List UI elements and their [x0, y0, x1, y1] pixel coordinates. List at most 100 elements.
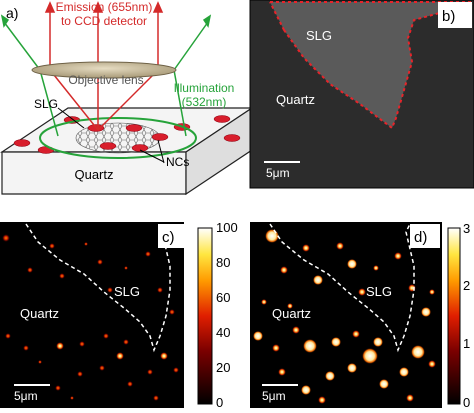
fluorescence-spot	[301, 385, 311, 395]
panel-b-label: b)	[442, 8, 455, 25]
fluorescence-spot	[280, 266, 288, 274]
fluorescence-spot	[153, 395, 159, 401]
quartz-label-d: Quartz	[272, 306, 311, 321]
fluorescence-spot	[303, 339, 317, 353]
panel-b-label-box	[438, 2, 472, 28]
fluorescence-spot	[38, 360, 42, 364]
illumination-label-line1: Illumination	[174, 81, 235, 95]
panel-a-label: a)	[6, 5, 18, 21]
fluorescence-spot	[169, 309, 175, 315]
slg-label-b: SLG	[306, 28, 332, 43]
fluorescence-spot	[107, 287, 113, 293]
fluorescence-spot	[272, 344, 280, 352]
scalebar-b-label: 5μm	[266, 166, 290, 180]
colorbar-d	[447, 227, 461, 405]
fluorescence-spot	[116, 352, 124, 360]
fluorescence-spot	[77, 371, 83, 377]
fluorescence-spot	[394, 252, 402, 260]
scalebar-c-label: 5μm	[14, 389, 38, 403]
colorbar-c-tick: 60	[216, 290, 230, 305]
panel-d-label-box	[410, 224, 440, 248]
fluorescence-spot	[160, 352, 168, 360]
fluorescence-spot	[408, 284, 416, 292]
fluorescence-spot	[278, 368, 286, 376]
fluorescence-spot	[261, 299, 267, 305]
panel-c: c) SLG Quartz 5μm 100 80 60 40 20 0	[0, 220, 238, 410]
fluorescence-spot	[70, 396, 74, 400]
illumination-spot	[39, 117, 197, 159]
fluorescence-spot	[49, 243, 55, 249]
fluorescence-spot	[302, 244, 310, 252]
colorbar-c-tick: 40	[216, 325, 230, 340]
fluorescence-spot	[84, 242, 88, 246]
panel-c-image	[0, 222, 184, 408]
graphene-region	[270, 2, 472, 128]
illumination-label-line2: (532nm)	[182, 95, 227, 109]
panel-d-label: d)	[414, 229, 427, 246]
fluorescence-spot	[103, 333, 109, 339]
fluorescence-spot	[97, 259, 103, 265]
slg-label-a: SLG	[34, 97, 58, 111]
fluorescence-spot	[23, 345, 29, 351]
fluorescence-spot	[325, 371, 335, 381]
panel-b: b) SLG Quartz 5μm	[249, 0, 474, 189]
colorbar-c	[197, 227, 213, 405]
fluorescence-spot	[56, 342, 64, 350]
fluorescence-spot	[331, 337, 341, 347]
fluorescence-spot	[411, 345, 425, 359]
fluorescence-spot	[55, 385, 61, 391]
panel-c-label-box	[158, 224, 184, 248]
fluorescence-spot	[59, 273, 65, 279]
colorbar-d-tick: 0	[463, 395, 470, 410]
fluorescence-spot	[373, 337, 383, 347]
fluorescence-spot	[173, 367, 179, 373]
fluorescence-spot	[336, 242, 344, 250]
fluorescence-spot	[145, 251, 151, 257]
panel-a: a) Emission (655nm) to CCD detector Obje…	[0, 0, 254, 196]
fluorescence-spot	[79, 341, 85, 347]
objective-lens	[31, 61, 177, 79]
fluorescence-spot	[421, 307, 431, 317]
slg-pointer	[57, 107, 85, 129]
colorbar-c-tick: 20	[216, 360, 230, 375]
colorbar-d-ticks: 3 2 1 0	[463, 221, 470, 410]
fluorescence-spot	[2, 234, 10, 242]
fluorescence-spot	[124, 266, 128, 270]
quartz-label-a: Quartz	[74, 167, 113, 182]
fluorescence-spot	[428, 360, 436, 368]
colorbar-d-tick: 2	[463, 278, 470, 293]
colorbar-c-tick: 0	[216, 395, 223, 410]
colorbar-c-ticks: 100 80 60 40 20 0	[216, 220, 238, 410]
fluorescence-spot	[292, 326, 300, 334]
fluorescence-spot	[127, 381, 133, 387]
fluorescence-spot	[362, 348, 378, 364]
fluorescence-spot	[157, 287, 163, 293]
slg-label-d: SLG	[366, 284, 392, 299]
ncs-pointer-1	[139, 149, 165, 163]
illumination-rays	[0, 14, 212, 137]
fluorescence-spot	[347, 363, 357, 373]
colorbar-d-tick: 3	[463, 221, 470, 236]
panel-c-label: c)	[162, 229, 175, 246]
fluorescence-spot	[347, 259, 357, 269]
graphene-boundary-d	[269, 223, 415, 353]
emission-label-line2: to CCD detector	[61, 14, 147, 28]
quartz-label-c: Quartz	[20, 306, 59, 321]
fluorescence-spot	[358, 288, 366, 296]
fluorescence-spot	[313, 275, 323, 285]
scalebar-d-label: 5μm	[262, 389, 286, 403]
fluorescence-spot	[318, 396, 326, 404]
fluorescence-spot	[373, 265, 379, 271]
fluorescence-spot	[147, 369, 153, 375]
colorbar-c-tick: 100	[216, 220, 238, 235]
fluorescence-spot	[429, 289, 435, 295]
ncs-label: NCs	[166, 155, 189, 169]
fluorescence-spot	[99, 365, 105, 371]
fluorescence-spot	[5, 333, 11, 339]
colorbar-d-tick: 1	[463, 336, 470, 351]
fluorescence-spot	[287, 303, 293, 309]
fluorescence-spot	[123, 339, 129, 345]
graphene-boundary-c	[25, 223, 171, 353]
fluorescence-spot	[352, 330, 360, 338]
